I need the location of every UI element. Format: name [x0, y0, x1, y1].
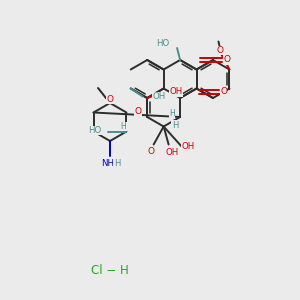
- Text: OH: OH: [153, 92, 166, 101]
- Text: Cl − H: Cl − H: [91, 263, 129, 277]
- Text: OH: OH: [165, 148, 178, 157]
- Text: HO: HO: [156, 38, 169, 47]
- Text: HO: HO: [88, 126, 101, 135]
- Text: OH: OH: [181, 142, 194, 151]
- Text: O: O: [217, 46, 224, 55]
- Text: O: O: [147, 147, 154, 156]
- Text: H: H: [114, 158, 120, 167]
- Text: H: H: [121, 122, 126, 131]
- Text: O: O: [220, 87, 227, 96]
- Text: OH: OH: [169, 88, 182, 97]
- Text: O: O: [134, 107, 141, 116]
- Text: O: O: [106, 94, 113, 103]
- Text: NH: NH: [101, 158, 115, 167]
- Text: H: H: [172, 121, 178, 130]
- Text: H: H: [169, 110, 175, 118]
- Text: O: O: [223, 56, 230, 64]
